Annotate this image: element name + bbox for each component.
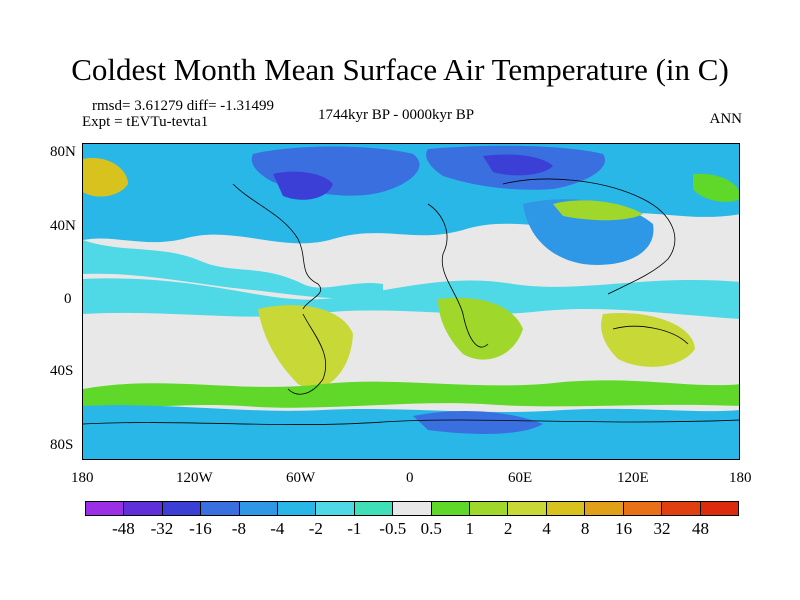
colorbar-label: 1 (465, 519, 474, 538)
colorbar-label: -8 (231, 519, 246, 538)
colorbar-label: -32 (150, 519, 174, 538)
colorbar-swatch (354, 502, 394, 515)
colorbar-label: 16 (615, 519, 633, 538)
lon-label: 0 (406, 470, 414, 486)
colorbar-swatch (508, 502, 547, 515)
colorbar-label: 48 (692, 519, 710, 538)
lon-label: 180 (729, 470, 752, 486)
stats-text: rmsd= 3.61279 diff= -1.31499 (92, 98, 275, 114)
season-label: ANN (709, 111, 743, 127)
lat-label: 0 (64, 291, 72, 307)
colorbar-swatch (393, 502, 432, 515)
canada-cold-core (273, 171, 333, 200)
colorbar-label: -0.5 (379, 519, 407, 538)
lat-label: 80N (50, 144, 76, 160)
lon-label: 60E (508, 470, 533, 486)
africa-warm (438, 297, 523, 360)
colorbar-swatch (278, 502, 317, 515)
period-label: 1744kyr BP - 0000kyr BP (318, 107, 475, 123)
colorbar-swatch (585, 502, 624, 515)
colorbar-swatch (201, 502, 240, 515)
colorbar-label: -2 (308, 519, 323, 538)
coastlines (83, 178, 739, 425)
europe-warm-patch (553, 200, 643, 221)
lon-label: 120E (617, 470, 649, 486)
asia-cold-core (483, 154, 553, 176)
colorbar-label: 8 (580, 519, 590, 538)
colorbar-label: 0.5 (420, 519, 442, 538)
temperature-map (83, 144, 739, 459)
kamchatka-warm-patch (693, 173, 739, 202)
colorbar (85, 501, 739, 516)
colorbar-swatch (162, 502, 202, 515)
antarctic-cool-band (83, 405, 739, 459)
antarctic-cold-patch (413, 410, 543, 434)
colorbar-label: -1 (347, 519, 362, 538)
colorbar-swatch (662, 502, 701, 515)
southern-ocean-warm (83, 380, 739, 408)
experiment-label: Expt = tEVTu-tevta1 (82, 114, 209, 130)
lon-label: 60W (286, 470, 316, 486)
colorbar-swatch (623, 502, 663, 515)
lat-label: 80S (50, 437, 74, 453)
colorbar-label: -16 (189, 519, 212, 538)
colorbar-label: 32 (653, 519, 671, 538)
map-title: Coldest Month Mean Surface Air Temperatu… (71, 52, 729, 87)
colorbar-swatch (431, 502, 471, 515)
lon-label: 120W (176, 470, 213, 486)
colorbar-label: -48 (112, 519, 135, 538)
map-panel (82, 143, 740, 460)
north-cool-extension (83, 240, 383, 299)
lon-label: 180 (71, 470, 94, 486)
lat-label: 40N (50, 218, 76, 234)
colorbar-label: 2 (503, 519, 513, 538)
colorbar-swatch (124, 502, 163, 515)
colorbar-swatch (470, 502, 509, 515)
south-america-warm (258, 305, 353, 389)
colorbar-label: -4 (270, 519, 285, 538)
colorbar-swatch (546, 502, 586, 515)
colorbar-swatch (316, 502, 355, 515)
alaska-warm-patch (83, 158, 128, 197)
colorbar-label: 4 (542, 519, 551, 538)
tropical-cool-band (83, 278, 739, 319)
lat-label: 40S (50, 363, 74, 379)
colorbar-swatch (239, 502, 279, 515)
colorbar-swatch (700, 502, 738, 515)
colorbar-swatch (86, 502, 125, 515)
